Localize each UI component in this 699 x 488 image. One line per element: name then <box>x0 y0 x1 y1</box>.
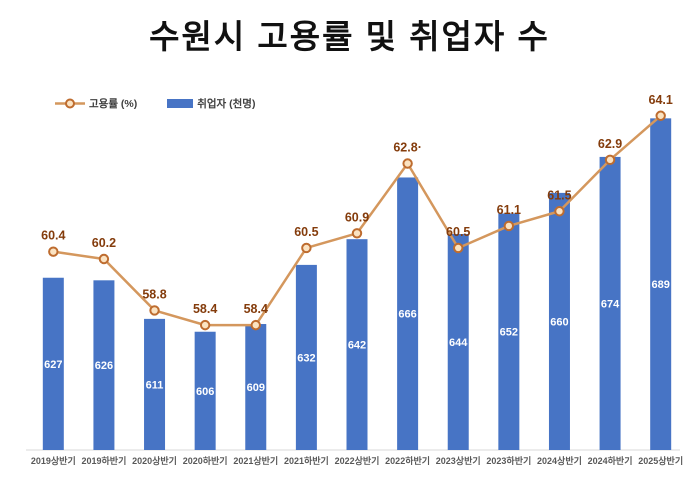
line-marker-icon <box>55 98 85 109</box>
bar-value-label: 689 <box>652 279 670 291</box>
bar <box>245 324 267 450</box>
x-axis-tick-label: 2022상반기 <box>335 455 380 466</box>
line-point-marker <box>655 110 666 121</box>
chart-title: 수원시 고용률 및 취업자 수 <box>149 18 550 55</box>
bar <box>295 264 317 450</box>
bar <box>397 177 419 450</box>
line-value-label: 62.9 <box>598 137 622 151</box>
line-point-marker <box>402 158 413 169</box>
line-value-label: 60.9 <box>345 210 369 224</box>
bar-value-label: 666 <box>398 309 416 321</box>
line-point-marker <box>604 154 616 166</box>
chart-legend: 고용률 (%) 취업자 (천명) <box>55 96 255 111</box>
x-axis-tick-label: 2023하반기 <box>486 455 531 466</box>
bar <box>93 280 115 450</box>
bar-value-label: 660 <box>550 316 568 328</box>
x-axis-tick-label: 2024하반기 <box>588 455 633 466</box>
bar-value-label: 652 <box>500 327 518 339</box>
x-axis-tick-label: 2022하반기 <box>385 455 430 466</box>
line-value-label: 61.1 <box>497 203 521 217</box>
bar-value-label: 644 <box>449 337 468 349</box>
x-axis-tick-label: 2021상반기 <box>233 455 278 466</box>
bar-value-label: 642 <box>348 340 366 352</box>
line-value-label: 64.1 <box>649 93 673 107</box>
bar-value-label: 611 <box>146 379 164 391</box>
line-value-label: 60.5 <box>446 225 470 239</box>
line-point-marker <box>250 319 261 331</box>
bar-value-label: 674 <box>601 298 620 310</box>
line-value-label: 60.2 <box>92 236 116 250</box>
line-value-label: 58.8 <box>142 287 166 301</box>
bar-value-label: 632 <box>297 352 315 364</box>
line-point-marker <box>351 228 363 239</box>
x-axis-tick-label: 2019상반기 <box>31 455 76 466</box>
line-point-marker <box>98 253 110 265</box>
bar <box>548 192 570 450</box>
legend-item-employed: 취업자 (천명) <box>167 96 255 111</box>
line-point-marker <box>301 242 312 254</box>
line-point-marker <box>199 319 211 331</box>
line-value-label: 58.4 <box>244 302 268 316</box>
bar-value-label: 606 <box>196 386 214 398</box>
x-axis-tick-label: 2020하반기 <box>183 455 228 466</box>
line-value-label: 60.4 <box>41 229 65 243</box>
line-value-label: 60.5 <box>294 225 318 239</box>
line-value-label: 61.5 <box>547 188 571 202</box>
bar-value-label: 626 <box>95 360 113 372</box>
bar <box>42 277 64 450</box>
line-value-label: 62.8· <box>393 141 422 155</box>
x-axis-tick-label: 2024상반기 <box>537 455 582 466</box>
bar-value-label: 609 <box>247 382 265 394</box>
bar <box>346 239 368 450</box>
x-axis-tick-label: 2023상반기 <box>436 455 481 466</box>
line-point-marker <box>503 220 515 232</box>
x-axis-tick-label: 2019하반기 <box>81 455 126 466</box>
bar <box>599 156 621 450</box>
bar <box>650 118 672 450</box>
legend-label-employment-rate: 고용률 (%) <box>89 98 138 110</box>
bar <box>447 234 469 450</box>
bar-value-label: 627 <box>44 359 62 371</box>
line-point-marker <box>48 246 59 257</box>
line-point-marker <box>554 206 565 217</box>
x-axis-tick-label: 2025상반기 <box>638 455 683 466</box>
x-axis-tick-label: 2021하반기 <box>284 455 329 466</box>
x-axis-tick-label: 2020상반기 <box>132 455 177 466</box>
legend-label-employed: 취업자 (천명) <box>197 98 256 110</box>
legend-item-employment-rate: 고용률 (%) <box>55 96 137 111</box>
line-value-label: 58.4 <box>193 302 217 316</box>
bar-swatch-icon <box>167 99 194 108</box>
line-point-marker <box>149 305 160 316</box>
bar <box>498 213 520 450</box>
bar <box>144 318 166 450</box>
line-point-marker <box>453 242 464 254</box>
bar <box>194 331 216 450</box>
